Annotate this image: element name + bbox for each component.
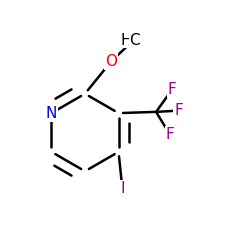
Text: H: H xyxy=(121,33,132,48)
Text: I: I xyxy=(120,180,124,196)
Text: C: C xyxy=(129,33,140,48)
Text: F: F xyxy=(166,127,174,142)
Text: F: F xyxy=(168,82,177,97)
Text: F: F xyxy=(174,103,183,118)
Text: O: O xyxy=(105,54,117,69)
Text: 3: 3 xyxy=(127,38,134,48)
Text: N: N xyxy=(46,106,57,121)
